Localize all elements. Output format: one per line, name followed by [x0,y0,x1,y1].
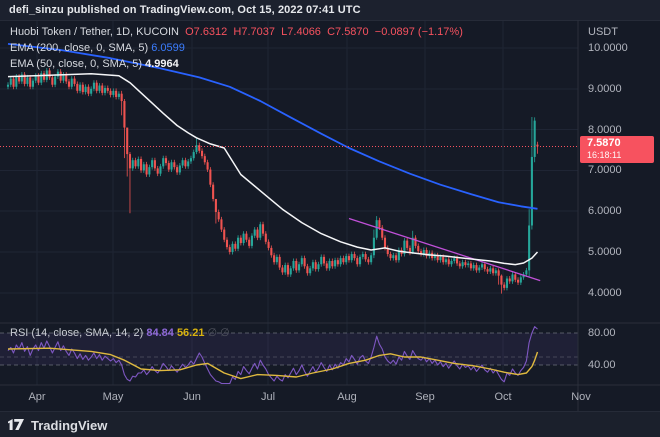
last-price-label: 7.5870 16:18:11 [580,136,654,163]
tradingview-logo-icon [8,419,24,430]
published-info-text: defi_sinzu published on TradingView.com,… [9,4,361,16]
ema50-value: 4.9964 [145,58,179,70]
month-label: Jun [183,391,201,403]
ema200-legend-row[interactable]: EMA (200, close, 0, SMA, 5) 6.0599 [10,40,463,56]
ema50-label: EMA (50, close, 0, SMA, 5) [10,58,143,70]
close-value: 7.5870 [335,26,369,38]
price-tick-label: 9.0000 [588,82,622,95]
month-label: Jul [260,391,276,403]
month-label: May [102,391,124,403]
rsi-plot [7,326,539,385]
last-price-value: 7.5870 [587,137,621,149]
month-label: Oct [494,391,512,403]
rsi-legend-row[interactable]: RSI (14, close, SMA, 14, 2) 84.84 56.21 … [10,326,230,339]
ema200-label: EMA (200, close, 0, SMA, 5) [10,42,149,54]
month-label: Apr [28,391,46,403]
low-value: 7.4066 [287,26,321,38]
month-label: Nov [571,391,591,403]
price-tick-label: 8.0000 [588,123,622,136]
main-legend: Huobi Token / Tether, 1D, KUCOIN O7.6312… [10,24,463,72]
rsi-tick-label: 40.00 [588,359,616,371]
price-tick-label: 7.0000 [588,164,622,177]
indicator-overlays [0,43,578,282]
footer-bar: TradingView [0,411,660,437]
ema200-value: 6.0599 [151,42,185,54]
symbol-legend-row[interactable]: Huobi Token / Tether, 1D, KUCOIN O7.6312… [10,26,463,38]
rsi-ma-value: 56.21 [176,327,205,339]
change-value: −0.0897 (−1.17%) [374,26,463,38]
price-tick-label: 4.0000 [588,286,622,299]
price-tick-label: 6.0000 [588,205,622,218]
rsi-band [0,332,578,366]
rsi-label: RSI (14, close, SMA, 14, 2) [10,327,144,339]
tradingview-link[interactable]: TradingView [8,418,107,433]
pane-separators [0,20,660,411]
bar-countdown: 16:18:11 [587,150,622,160]
month-label: Sep [415,391,435,403]
price-tick-label: 5.0000 [588,246,622,258]
high-value: 7.7037 [241,26,276,38]
rsi-value: 84.84 [146,327,174,339]
open-value: 7.6312 [193,26,228,38]
price-tick-label: 10.0000 [588,42,628,54]
ema50-legend-row[interactable]: EMA (50, close, 0, SMA, 5) 4.9964 [10,56,463,72]
symbol-title: Huobi Token / Tether, 1D, KUCOIN [10,26,179,38]
price-axis-unit: USDT [588,26,618,38]
rsi-hidden-values: ∅ ∅ [207,327,230,339]
tradingview-wordmark: TradingView [31,417,108,433]
candlesticks [6,67,539,294]
header-bar: defi_sinzu published on TradingView.com,… [0,0,660,21]
rsi-tick-label: 80.00 [588,327,616,339]
month-label: Aug [337,391,357,403]
